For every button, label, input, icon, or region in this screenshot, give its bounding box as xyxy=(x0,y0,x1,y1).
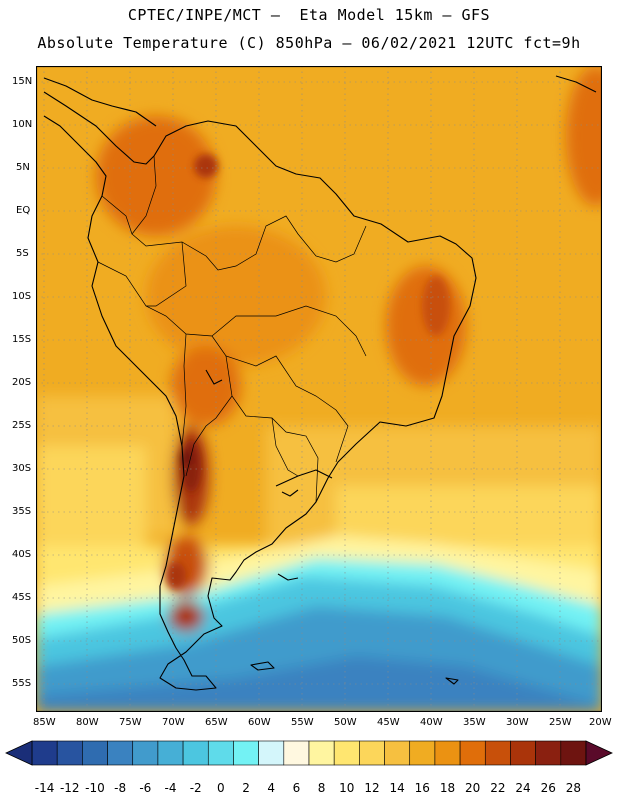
colorbar-label: -8 xyxy=(114,781,127,795)
hot-spots xyxy=(166,154,450,590)
map-frame xyxy=(36,66,602,712)
lat-label: 5S xyxy=(16,248,29,259)
lat-label: 55S xyxy=(12,678,32,689)
colorbar-label: -10 xyxy=(85,781,105,795)
lat-label: 20S xyxy=(12,377,32,388)
colorbar-swatch xyxy=(31,740,58,766)
colorbar-label: 16 xyxy=(414,781,430,795)
lon-label: 45W xyxy=(377,717,400,728)
colorbar-under-arrow xyxy=(5,740,33,766)
colorbar-swatch xyxy=(459,740,486,766)
colorbar-swatch xyxy=(107,740,134,766)
lon-label: 80W xyxy=(76,717,99,728)
colorbar-swatch xyxy=(384,740,411,766)
lon-label: 30W xyxy=(506,717,529,728)
lat-label: 10N xyxy=(12,119,33,130)
colorbar-label: 4 xyxy=(267,781,276,795)
temperature-map xyxy=(36,66,602,712)
colorbar-label: 0 xyxy=(217,781,225,795)
colorbar-swatch xyxy=(207,740,234,766)
map-subtitle: Absolute Temperature (C) 850hPa – 06/02/… xyxy=(37,34,581,52)
lon-label: 70W xyxy=(162,717,185,728)
colorbar-swatch xyxy=(182,740,209,766)
lon-label: 60W xyxy=(248,717,271,728)
colorbar-swatch xyxy=(560,740,587,766)
lon-label: 25W xyxy=(549,717,572,728)
lon-label: 85W xyxy=(33,717,56,728)
colorbar-label: -14 xyxy=(34,781,55,795)
map-title: CPTEC/INPE/MCT – Eta Model 15km – GFS xyxy=(127,6,491,24)
lat-label: 15N xyxy=(12,76,33,87)
colorbar-swatch xyxy=(308,740,335,766)
temperature-field xyxy=(36,66,602,712)
colorbar-swatch xyxy=(82,740,108,766)
lon-label: 50W xyxy=(334,717,357,728)
colorbar-swatch xyxy=(283,740,310,766)
colorbar-label: -6 xyxy=(139,781,152,795)
colorbar-label: 8 xyxy=(317,781,326,795)
colorbar-label: 22 xyxy=(490,781,506,795)
colorbar-swatch xyxy=(157,740,184,766)
colorbar-label: 26 xyxy=(540,781,556,795)
colorbar-label: -12 xyxy=(59,781,80,795)
colorbar-label: 14 xyxy=(389,781,405,795)
lon-label: 75W xyxy=(119,717,142,728)
lat-label: 10S xyxy=(12,291,32,302)
lon-label: 65W xyxy=(205,717,228,728)
lon-label: 55W xyxy=(291,717,314,728)
lat-label: 30S xyxy=(12,463,32,474)
colorbar-over-arrow xyxy=(585,740,613,766)
colorbar xyxy=(5,740,613,766)
lat-label: 5N xyxy=(16,162,30,173)
lat-label: 45S xyxy=(12,592,32,603)
lon-label: 35W xyxy=(463,717,486,728)
colorbar-label: 20 xyxy=(465,781,481,795)
lon-label: 40W xyxy=(420,717,443,728)
graticule xyxy=(36,66,602,712)
colorbar-swatch xyxy=(359,740,385,766)
lat-label: 35S xyxy=(12,506,32,517)
lon-label: 20W xyxy=(589,717,612,728)
coastline xyxy=(43,75,597,691)
colorbar-label: 10 xyxy=(339,781,355,795)
country-borders xyxy=(97,155,367,503)
colorbar-swatch xyxy=(510,740,536,766)
colorbar-label: 18 xyxy=(439,781,456,795)
colorbar-swatch xyxy=(258,740,285,766)
colorbar-swatch xyxy=(484,740,511,766)
colorbar-swatch xyxy=(333,740,360,766)
colorbar-swatch xyxy=(409,740,436,766)
lat-label: 15S xyxy=(12,334,32,345)
colorbar-label: 28 xyxy=(565,781,582,795)
colorbar-label: -4 xyxy=(164,781,177,795)
lat-label: 40S xyxy=(12,549,32,560)
lat-label: EQ xyxy=(16,205,31,216)
colorbar-label: 2 xyxy=(242,781,250,795)
colorbar-swatch xyxy=(132,740,159,766)
colorbar-swatch xyxy=(535,740,562,766)
lat-label: 50S xyxy=(12,635,32,646)
colorbar-swatch xyxy=(233,740,259,766)
colorbar-swatches xyxy=(31,740,587,766)
colorbar-swatch xyxy=(56,740,83,766)
colorbar-label: 6 xyxy=(292,781,301,795)
map-panel xyxy=(36,66,602,712)
colorbar-swatch xyxy=(434,740,461,766)
colorbar-label: 12 xyxy=(364,781,380,795)
colorbar-label: -2 xyxy=(189,781,202,795)
lat-label: 25S xyxy=(12,420,32,431)
colorbar-label: 24 xyxy=(515,781,531,795)
